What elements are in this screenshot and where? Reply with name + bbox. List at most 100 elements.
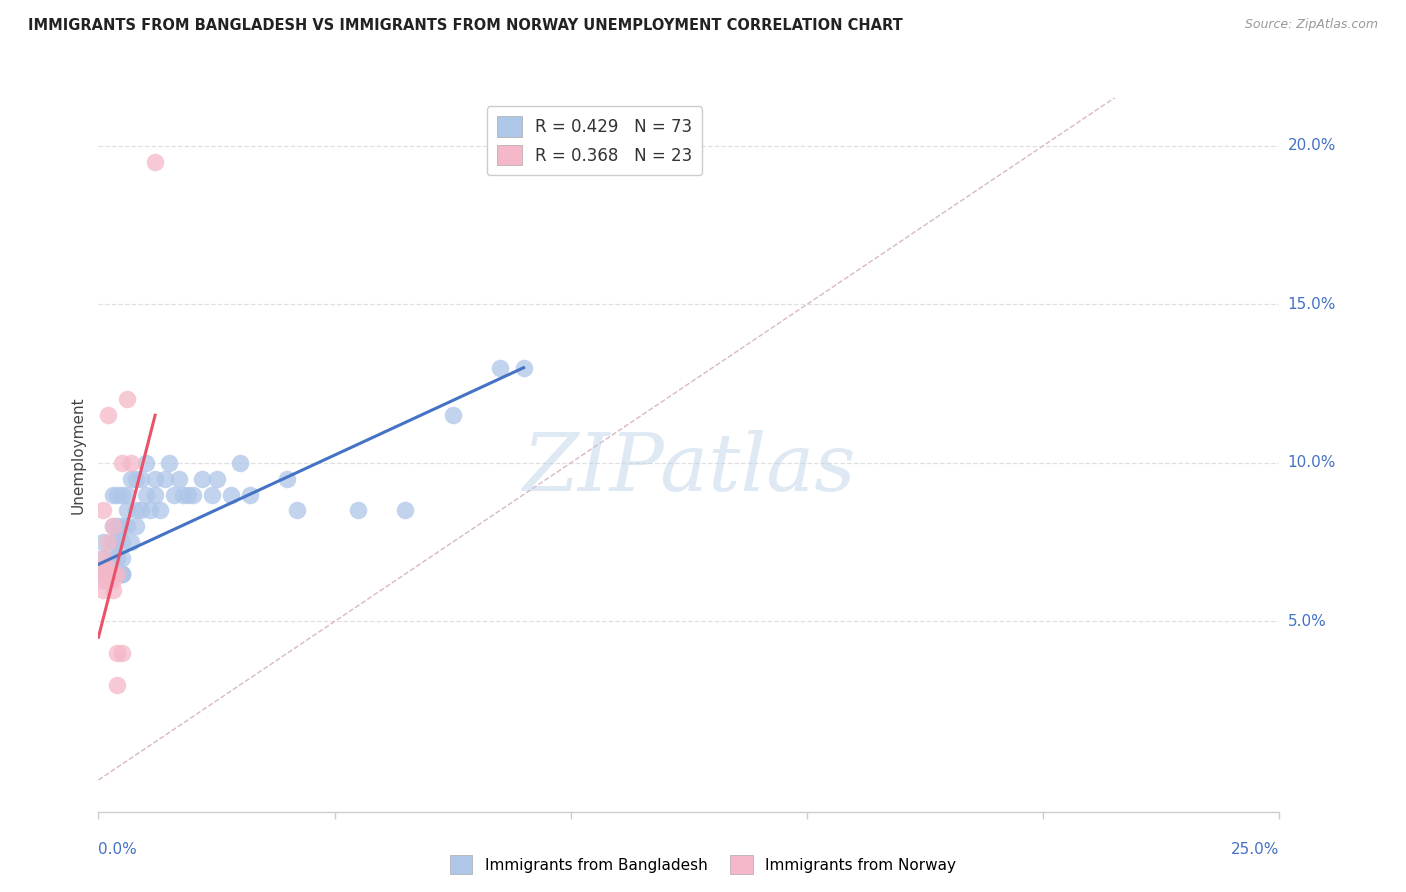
Point	[97, 566, 120, 581]
Text: Source: ZipAtlas.com: Source: ZipAtlas.com	[1244, 18, 1378, 31]
Point	[115, 487, 138, 501]
Point	[115, 519, 138, 533]
Point	[205, 472, 228, 486]
Y-axis label: Unemployment: Unemployment	[70, 396, 86, 514]
Point	[111, 566, 134, 581]
Point	[347, 503, 370, 517]
Text: ZIPatlas: ZIPatlas	[522, 431, 856, 508]
Point	[143, 472, 166, 486]
Point	[276, 472, 298, 486]
Point	[135, 487, 157, 501]
Point	[97, 566, 120, 581]
Point	[101, 566, 124, 581]
Point	[91, 566, 114, 581]
Point	[111, 646, 134, 660]
Point	[101, 582, 124, 597]
Point	[105, 566, 128, 581]
Point	[101, 566, 124, 581]
Point	[105, 535, 128, 549]
Point	[129, 472, 152, 486]
Point	[125, 472, 148, 486]
Point	[125, 519, 148, 533]
Point	[97, 566, 120, 581]
Point	[177, 487, 200, 501]
Point	[121, 456, 143, 470]
Point	[285, 503, 308, 517]
Point	[101, 487, 124, 501]
Point	[105, 646, 128, 660]
Point	[91, 566, 114, 581]
Point	[91, 566, 114, 581]
Point	[489, 360, 512, 375]
Point	[101, 566, 124, 581]
Point	[97, 566, 120, 581]
Point	[229, 456, 252, 470]
Point	[111, 519, 134, 533]
Point	[91, 582, 114, 597]
Point	[91, 551, 114, 566]
Point	[105, 566, 128, 581]
Point	[101, 566, 124, 581]
Point	[97, 566, 120, 581]
Point	[167, 472, 190, 486]
Text: 15.0%: 15.0%	[1288, 297, 1336, 312]
Point	[91, 566, 114, 581]
Point	[149, 503, 172, 517]
Point	[91, 535, 114, 549]
Point	[111, 551, 134, 566]
Point	[97, 566, 120, 581]
Point	[101, 573, 124, 587]
Point	[91, 551, 114, 566]
Point	[143, 154, 166, 169]
Point	[115, 503, 138, 517]
Point	[105, 678, 128, 692]
Point	[121, 472, 143, 486]
Point	[91, 566, 114, 581]
Legend: Immigrants from Bangladesh, Immigrants from Norway: Immigrants from Bangladesh, Immigrants f…	[443, 849, 963, 880]
Point	[111, 456, 134, 470]
Text: 25.0%: 25.0%	[1232, 842, 1279, 857]
Point	[172, 487, 194, 501]
Point	[201, 487, 224, 501]
Point	[512, 360, 534, 375]
Point	[441, 409, 464, 423]
Point	[91, 566, 114, 581]
Point	[163, 487, 186, 501]
Point	[101, 519, 124, 533]
Text: IMMIGRANTS FROM BANGLADESH VS IMMIGRANTS FROM NORWAY UNEMPLOYMENT CORRELATION CH: IMMIGRANTS FROM BANGLADESH VS IMMIGRANTS…	[28, 18, 903, 33]
Text: 10.0%: 10.0%	[1288, 455, 1336, 470]
Point	[105, 519, 128, 533]
Point	[115, 392, 138, 407]
Point	[157, 456, 180, 470]
Point	[181, 487, 204, 501]
Point	[135, 456, 157, 470]
Point	[394, 503, 416, 517]
Point	[239, 487, 262, 501]
Point	[91, 503, 114, 517]
Point	[97, 566, 120, 581]
Point	[105, 551, 128, 566]
Point	[97, 535, 120, 549]
Text: 5.0%: 5.0%	[1288, 614, 1326, 629]
Point	[111, 535, 134, 549]
Point	[105, 487, 128, 501]
Point	[121, 535, 143, 549]
Point	[91, 566, 114, 581]
Point	[101, 519, 124, 533]
Point	[139, 503, 162, 517]
Point	[105, 566, 128, 581]
Point	[191, 472, 214, 486]
Point	[111, 566, 134, 581]
Point	[91, 566, 114, 581]
Point	[91, 566, 114, 581]
Point	[111, 487, 134, 501]
Point	[97, 409, 120, 423]
Point	[153, 472, 176, 486]
Point	[97, 560, 120, 574]
Point	[101, 551, 124, 566]
Point	[143, 487, 166, 501]
Point	[97, 573, 120, 587]
Text: 20.0%: 20.0%	[1288, 138, 1336, 153]
Point	[129, 503, 152, 517]
Point	[91, 560, 114, 574]
